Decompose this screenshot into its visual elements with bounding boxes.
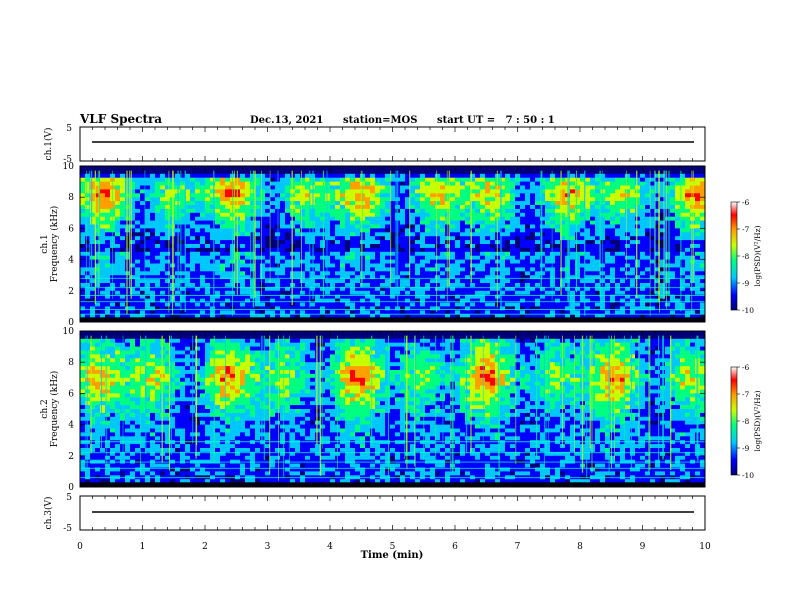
freq-tick-label: 10 (63, 162, 75, 172)
ch1-freq-ylabel-ch: ch.1 (40, 234, 50, 253)
x-axis-label: Time (min) (361, 550, 424, 561)
ch1-spectrogram-image (80, 166, 706, 323)
station-label: station=MOS (343, 115, 417, 126)
ch1-freq-ylabel: Frequency (kHz) (49, 206, 60, 283)
x-tick-label: 4 (327, 542, 333, 552)
ch3-ytick-bottom: -5 (63, 524, 72, 534)
colorbar-tick-label: -10 (742, 306, 754, 315)
x-tick-label: 2 (202, 542, 208, 552)
ch2-colorbar-label: log(PSD)(V²/Hz) (753, 390, 762, 451)
ch3-ytick-top: 5 (66, 493, 72, 503)
freq-tick-label: 0 (68, 483, 74, 493)
ch1-ytick-bottom: -5 (63, 155, 72, 165)
x-tick-label: 8 (577, 542, 583, 552)
colorbar-tick-label: -9 (742, 444, 750, 453)
ch1-spectrogram-panel: 0 2 4 6 8 10 ch.1 Frequency (kHz) (40, 162, 706, 328)
freq-tick-label: 6 (68, 389, 74, 399)
colorbar-tick-label: -8 (742, 417, 750, 426)
colorbar-tick-label: -6 (742, 363, 750, 372)
freq-tick-label: 8 (68, 358, 74, 368)
colorbar-tick-label: -10 (742, 471, 754, 480)
x-axis-ticklabels: 0 1 2 3 4 5 6 7 8 9 10 (77, 542, 711, 552)
freq-tick-label: 2 (68, 452, 74, 462)
ch3-voltage-ylabel: ch.3(V) (43, 497, 54, 530)
x-tick-label: 6 (452, 542, 458, 552)
freq-tick-label: 6 (68, 224, 74, 234)
ch3-voltage-panel: 5 -5 ch.3(V) (43, 493, 706, 534)
ch1-colorbar: -6 -7 -8 -9 -10 log(PSD)(V²/Hz) (730, 198, 762, 315)
colorbar-tick-label: -8 (742, 252, 750, 261)
freq-tick-label: 4 (68, 421, 74, 431)
x-tick-label: 1 (140, 542, 146, 552)
freq-tick-label: 2 (68, 287, 74, 297)
start-ut-label: start UT = 7 : 50 : 1 (437, 115, 555, 126)
ch1-ytick-top: 5 (66, 124, 72, 134)
x-tick-label: 9 (640, 542, 646, 552)
freq-tick-label: 0 (68, 318, 74, 328)
colorbar-tick-label: -6 (742, 198, 750, 207)
x-tick-label: 0 (77, 542, 83, 552)
ch2-spectrogram-panel: 0 2 4 6 8 10 ch.2 Frequency (kHz) (40, 327, 706, 493)
figure-title: VLF Spectra (79, 112, 162, 126)
ch2-freq-ylabel-ch: ch.2 (40, 399, 50, 418)
freq-tick-label: 4 (68, 256, 74, 266)
ch2-colorbar: -6 -7 -8 -9 -10 log(PSD)(V²/Hz) (730, 363, 762, 480)
x-tick-label: 7 (515, 542, 521, 552)
x-tick-label: 3 (265, 542, 271, 552)
x-tick-label: 5 (390, 542, 396, 552)
date-label: Dec.13, 2021 (250, 115, 323, 126)
ch1-colorbar-label: log(PSD)(V²/Hz) (753, 225, 762, 286)
ch2-spectrogram-image (80, 331, 706, 488)
ch2-freq-ylabel: Frequency (kHz) (49, 371, 60, 448)
ch1-voltage-panel: 5 -5 ch.1(V) (43, 124, 706, 165)
ch1-voltage-ylabel: ch.1(V) (43, 128, 54, 161)
freq-tick-label: 10 (63, 327, 75, 337)
freq-tick-label: 8 (68, 193, 74, 203)
colorbar-tick-label: -7 (742, 225, 750, 234)
colorbar-tick-label: -9 (742, 279, 750, 288)
colorbar-tick-label: -7 (742, 390, 750, 399)
x-tick-label: 10 (699, 542, 711, 552)
